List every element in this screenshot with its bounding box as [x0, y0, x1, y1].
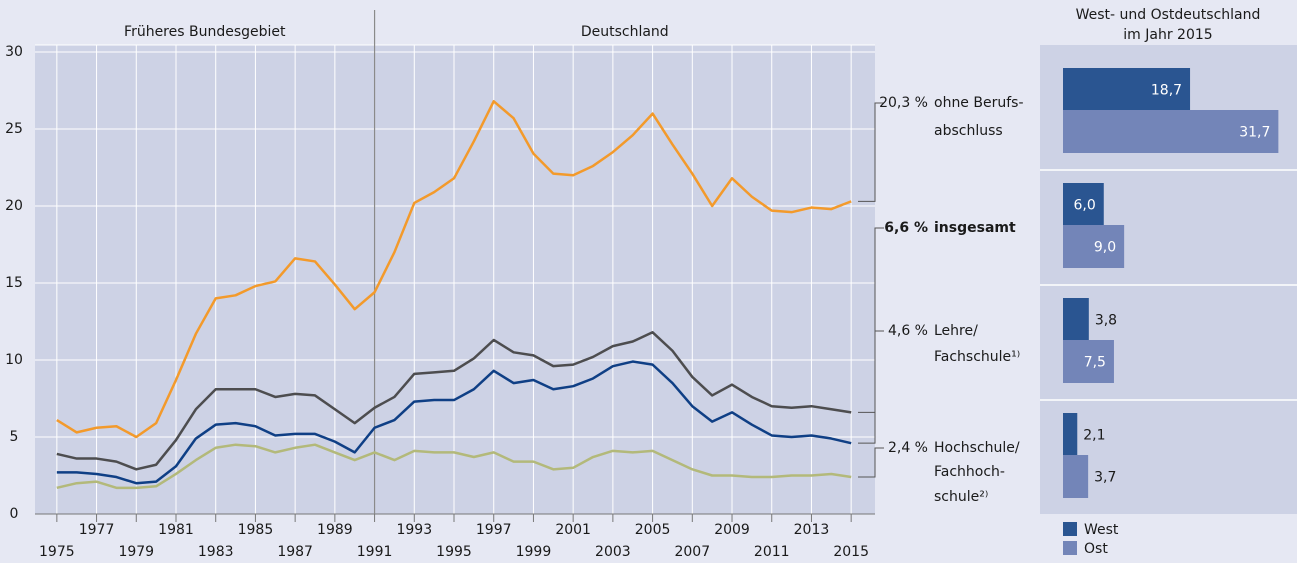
bar	[1063, 225, 1125, 268]
end-value-label: 2,4 %	[888, 440, 928, 456]
series-line	[56, 100, 852, 439]
leader-line	[858, 102, 884, 202]
x-tick-label: 1997	[476, 522, 512, 538]
y-tick-label: 5	[10, 429, 19, 445]
x-tick-label: 2013	[794, 522, 830, 538]
value-label: 31,7	[1239, 125, 1270, 141]
series-label: Lehre/	[934, 323, 978, 339]
x-tick-label: 1983	[198, 544, 234, 560]
x-tick-label: 1975	[39, 544, 75, 560]
series-line	[56, 360, 852, 485]
region-label: Früheres Bundesgebiet	[124, 24, 286, 40]
series-label: Hochschule/	[934, 440, 1020, 456]
end-value-label: 4,6 %	[888, 323, 928, 339]
x-tick-label: 1991	[357, 544, 393, 560]
x-tick-label: 2007	[674, 544, 710, 560]
x-tick-label: 2005	[635, 522, 671, 538]
x-tick-label: 1977	[79, 522, 115, 538]
x-tick-label: 2011	[754, 544, 790, 560]
bar	[1063, 413, 1078, 456]
x-tick-label: 1985	[238, 522, 274, 538]
series-line	[56, 331, 852, 471]
legend-label: West	[1084, 522, 1119, 538]
legend-swatch	[1063, 541, 1077, 555]
value-label: 7,5	[1084, 355, 1106, 371]
value-label: 6,0	[1073, 198, 1095, 214]
bar	[1063, 340, 1114, 383]
value-label: 18,7	[1151, 83, 1182, 99]
series-label: schule²⁾	[934, 489, 988, 505]
bar	[1063, 455, 1089, 498]
x-tick-label: 1995	[436, 544, 472, 560]
y-tick-label: 15	[5, 275, 23, 291]
y-tick-label: 10	[5, 352, 23, 368]
value-label: 3,8	[1095, 313, 1117, 329]
chart-title: West- und Ostdeutschland	[1076, 7, 1261, 23]
bar	[1063, 298, 1089, 341]
x-tick-label: 1999	[516, 544, 552, 560]
x-tick-label: 1993	[396, 522, 432, 538]
x-tick-label: 1981	[158, 522, 194, 538]
leader-line	[858, 227, 884, 413]
plot-area	[35, 45, 875, 514]
series-line	[56, 443, 852, 490]
leader-line	[858, 447, 884, 478]
series-label: Fachhoch-	[934, 464, 1005, 480]
y-tick-label: 25	[5, 121, 23, 137]
value-label: 9,0	[1094, 240, 1116, 256]
series-label: abschluss	[934, 123, 1003, 139]
bar	[1063, 183, 1104, 226]
chart-title: im Jahr 2015	[1123, 27, 1212, 43]
x-tick-label: 1989	[317, 522, 353, 538]
x-tick-label: 2001	[555, 522, 591, 538]
x-tick-label: 2015	[833, 544, 869, 560]
legend-label: Ost	[1084, 541, 1108, 557]
x-tick-label: 1979	[118, 544, 154, 560]
region-label: Deutschland	[581, 24, 669, 40]
y-tick-label: 0	[10, 506, 19, 522]
x-tick-label: 2003	[595, 544, 631, 560]
series-label: ohne Berufs-	[934, 95, 1024, 111]
bar	[1063, 110, 1279, 153]
x-tick-label: 1987	[277, 544, 313, 560]
x-tick-label: 2009	[714, 522, 750, 538]
bar	[1063, 68, 1191, 111]
value-label: 3,7	[1094, 470, 1116, 486]
y-tick-label: 30	[5, 44, 23, 60]
series-label: Fachschule¹⁾	[934, 349, 1020, 365]
value-label: 2,1	[1083, 428, 1105, 444]
end-value-label: 20,3 %	[879, 95, 928, 111]
y-tick-label: 20	[5, 198, 23, 214]
series-label: insgesamt	[934, 220, 1016, 236]
legend-swatch	[1063, 522, 1077, 536]
end-value-label: 6,6 %	[884, 220, 928, 236]
leader-line	[858, 330, 884, 444]
